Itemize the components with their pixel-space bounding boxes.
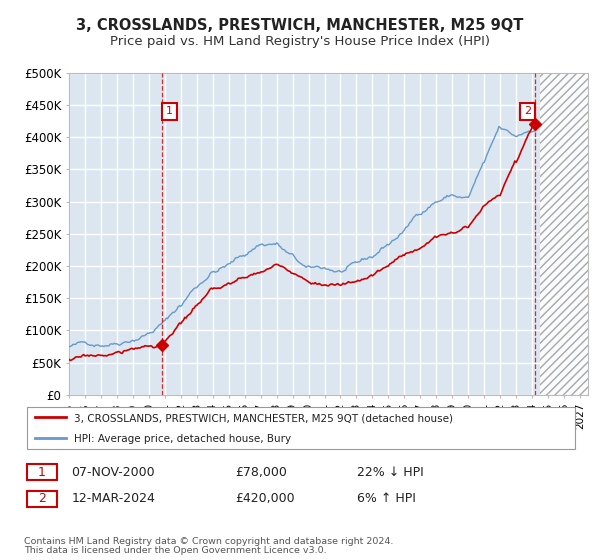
Text: 3, CROSSLANDS, PRESTWICH, MANCHESTER, M25 9QT: 3, CROSSLANDS, PRESTWICH, MANCHESTER, M2… [76,18,524,32]
Text: This data is licensed under the Open Government Licence v3.0.: This data is licensed under the Open Gov… [24,547,326,556]
Text: HPI: Average price, detached house, Bury: HPI: Average price, detached house, Bury [74,435,291,444]
Text: £420,000: £420,000 [235,492,295,505]
Text: £78,000: £78,000 [235,466,287,479]
Text: 3, CROSSLANDS, PRESTWICH, MANCHESTER, M25 9QT (detached house): 3, CROSSLANDS, PRESTWICH, MANCHESTER, M2… [74,413,453,423]
Text: 12-MAR-2024: 12-MAR-2024 [71,492,155,505]
Text: 07-NOV-2000: 07-NOV-2000 [71,466,155,479]
Text: 1: 1 [166,106,173,116]
Text: 2: 2 [524,106,531,116]
FancyBboxPatch shape [27,464,58,480]
Text: 6% ↑ HPI: 6% ↑ HPI [357,492,416,505]
Text: Contains HM Land Registry data © Crown copyright and database right 2024.: Contains HM Land Registry data © Crown c… [24,538,394,547]
Text: 1: 1 [38,466,46,479]
Text: Price paid vs. HM Land Registry's House Price Index (HPI): Price paid vs. HM Land Registry's House … [110,35,490,49]
Text: 22% ↓ HPI: 22% ↓ HPI [357,466,424,479]
Bar [540,73,588,395]
FancyBboxPatch shape [27,491,58,507]
FancyBboxPatch shape [27,407,575,449]
Text: 2: 2 [38,492,46,505]
